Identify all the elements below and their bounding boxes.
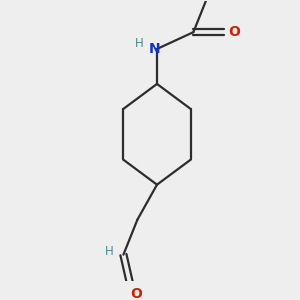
Text: H: H	[105, 245, 114, 258]
Text: O: O	[228, 25, 240, 39]
Text: H: H	[134, 37, 143, 50]
Text: O: O	[130, 287, 142, 300]
Text: N: N	[148, 42, 160, 56]
